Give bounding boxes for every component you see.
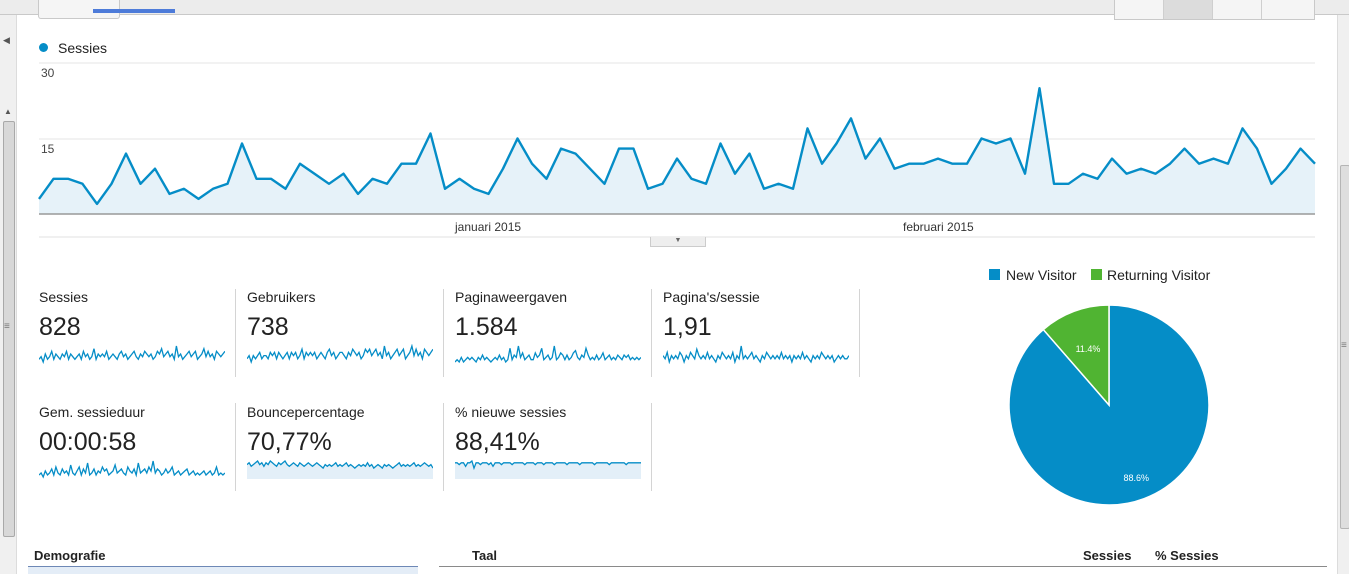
- view-toggle-day[interactable]: [1164, 0, 1213, 19]
- metric-label: % nieuwe sessies: [455, 404, 567, 420]
- sparkline-line: [39, 345, 225, 364]
- metric-tile-paginas-per-sessie[interactable]: Pagina's/sessie 1,91: [663, 289, 859, 375]
- legend-swatch-new-visitor: [989, 269, 1000, 280]
- x-label-february: februari 2015: [903, 220, 974, 234]
- sparkline-line: [247, 344, 433, 364]
- metric-value: 1,91: [663, 313, 712, 341]
- metric-sparkline: [663, 345, 849, 364]
- metric-label: Pagina's/sessie: [663, 289, 760, 305]
- metric-value: 00:00:58: [39, 428, 137, 456]
- sparkline-area: [247, 461, 433, 479]
- metric-sparkline: [247, 344, 433, 364]
- sparkline-line: [455, 345, 641, 364]
- metric-value: 1.584: [455, 313, 518, 341]
- metric-tile-sessies[interactable]: Sessies 828: [39, 289, 235, 375]
- metric-value: 828: [39, 313, 81, 341]
- metric-label: Gem. sessieduur: [39, 404, 145, 420]
- sessions-area: [39, 88, 1315, 214]
- tile-divider: [651, 289, 652, 377]
- metric-tile-gebruikers[interactable]: Gebruikers 738: [247, 289, 443, 375]
- y-tick-label-30: 30: [41, 66, 55, 80]
- visitor-type-pie-chart: 88.6% 11.4%: [1008, 304, 1210, 506]
- sparkline-line: [663, 345, 849, 364]
- demographics-selected-row[interactable]: [28, 567, 418, 574]
- view-toggle-hour[interactable]: [1115, 0, 1164, 19]
- metric-label: Sessies: [39, 289, 89, 305]
- tile-divider: [443, 289, 444, 377]
- resize-grip-icon[interactable]: ≡: [4, 321, 10, 332]
- scroll-up-icon[interactable]: ▲: [4, 107, 12, 116]
- metric-label: Gebruikers: [247, 289, 316, 305]
- metric-sparkline: [247, 459, 433, 479]
- sparkline-area: [455, 461, 641, 479]
- sparkline-line: [39, 460, 225, 479]
- sessions-over-time-chart: 30 15 januari 2015 februari 2015: [38, 62, 1316, 238]
- pie-slice-label: 88.6%: [1124, 473, 1150, 483]
- metric-label: Bouncepercentage: [247, 404, 365, 420]
- metric-tile-nieuwe-sessies[interactable]: % nieuwe sessies 88,41%: [455, 404, 651, 490]
- active-tab-indicator: [93, 9, 175, 13]
- metric-value: 738: [247, 313, 289, 341]
- collapse-left-icon[interactable]: ◀: [3, 35, 10, 45]
- metric-sparkline: [39, 460, 225, 479]
- metric-sparkline: [455, 345, 641, 364]
- table-header-sessions[interactable]: Sessies: [1083, 548, 1132, 563]
- tile-divider: [235, 403, 236, 491]
- collapse-chart-handle[interactable]: ▼: [650, 237, 706, 247]
- right-scrollbar-thumb[interactable]: [1340, 165, 1349, 529]
- metric-label: Paginaweergaven: [455, 289, 568, 305]
- sparkline-line: [455, 459, 641, 471]
- metric-sparkline: [455, 459, 641, 479]
- table-header-language[interactable]: Taal: [472, 548, 498, 563]
- y-tick-label-15: 15: [41, 142, 55, 156]
- demographics-heading: Demografie: [34, 548, 106, 563]
- metric-tile-bouncepercentage[interactable]: Bouncepercentage 70,77%: [247, 404, 443, 490]
- legend-label-new-visitor[interactable]: New Visitor: [1006, 267, 1077, 283]
- left-panel-gutter: ◀ ▲ ≡: [0, 15, 17, 574]
- metric-sparkline: [39, 345, 225, 364]
- pie-slice-label: 11.4%: [1076, 344, 1101, 354]
- pie-slice-returning-visitor[interactable]: [1042, 304, 1110, 408]
- metric-value: 88,41%: [455, 428, 540, 456]
- chart-legend-label: Sessies: [58, 40, 108, 56]
- metric-value: 70,77%: [247, 428, 332, 456]
- view-toggle-group: [1114, 0, 1315, 20]
- right-scrollbar[interactable]: ≡: [1337, 15, 1349, 574]
- legend-swatch-returning-visitor: [1091, 269, 1102, 280]
- demographics-header-line: [28, 566, 418, 567]
- sessions-line: [38, 87, 1316, 206]
- chevron-down-icon: ▼: [674, 237, 682, 244]
- metric-tile-sessieduur[interactable]: Gem. sessieduur 00:00:58: [39, 404, 235, 490]
- top-toolbar: [0, 0, 1349, 15]
- sparkline-line: [247, 459, 433, 470]
- resize-grip-icon[interactable]: ≡: [1341, 340, 1347, 351]
- legend-marker-sessies: [39, 43, 48, 52]
- left-scrollbar-thumb[interactable]: [3, 121, 15, 537]
- tile-divider: [859, 289, 860, 377]
- metric-tile-paginaweergaven[interactable]: Paginaweergaven 1.584: [455, 289, 651, 375]
- table-header-pct-sessions[interactable]: % Sessies: [1155, 548, 1219, 563]
- legend-label-returning-visitor[interactable]: Returning Visitor: [1107, 267, 1211, 283]
- tile-divider: [443, 403, 444, 491]
- x-label-january: januari 2015: [454, 220, 521, 234]
- table-header-line: [439, 566, 1327, 567]
- tile-divider: [651, 403, 652, 491]
- view-toggle-week[interactable]: [1213, 0, 1262, 19]
- tile-divider: [235, 289, 236, 377]
